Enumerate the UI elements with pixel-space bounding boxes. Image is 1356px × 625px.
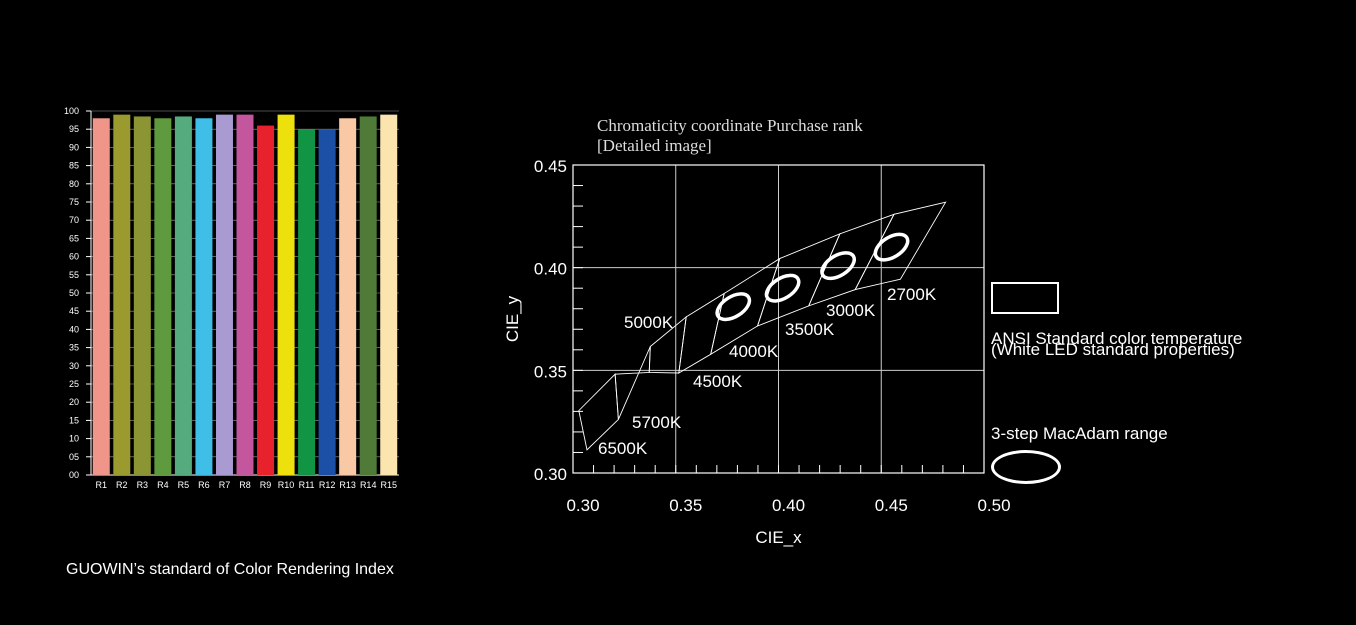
cri-xtick-label: R6 (198, 480, 210, 490)
macadam-legend-ellipse-icon (991, 450, 1061, 484)
cri-bar-r12 (318, 129, 336, 475)
cct-label-3000k: 3000K (826, 301, 876, 320)
macadam-ellipse (873, 232, 910, 262)
cie-x-axis-label: CIE_x (755, 528, 802, 547)
cri-xtick-label: R10 (278, 480, 295, 490)
cie-ytick-label: 0.35 (534, 362, 567, 381)
cct-label-6500k: 6500K (598, 439, 648, 458)
cri-bar-r13 (339, 118, 357, 475)
cie-xtick-label: 0.30 (566, 496, 599, 515)
ansi-quadrangle (614, 346, 651, 420)
cri-ytick-label: 35 (69, 343, 79, 353)
cri-ytick-label: 00 (69, 470, 79, 480)
cie-ytick-label: 0.45 (534, 157, 567, 176)
ansi-legend-line2: (White LED standard properties) (991, 340, 1235, 359)
cri-xtick-label: R14 (360, 480, 377, 490)
cri-bar-r2 (113, 114, 131, 475)
cri-ytick-label: 100 (64, 106, 79, 116)
ansi-legend-line1: ANSI Standard color temperature (991, 329, 1243, 348)
cri-xtick-label: R3 (137, 480, 149, 490)
cri-xtick-label: R4 (157, 480, 169, 490)
macadam-ellipse (764, 273, 801, 303)
cri-xtick-label: R12 (319, 480, 336, 490)
cri-ytick-label: 95 (69, 124, 79, 134)
macadam-ellipse (820, 251, 857, 281)
cri-ytick-label: 15 (69, 415, 79, 425)
cri-caption: GUOWIN’s standard of Color Rendering Ind… (66, 561, 394, 578)
cri-ytick-label: 80 (69, 179, 79, 189)
cri-ytick-label: 05 (69, 452, 79, 462)
cct-label-5000k: 5000K (624, 313, 674, 332)
ansi-quadrangle (678, 292, 725, 374)
cri-bar-r5 (174, 116, 192, 476)
cri-ytick-label: 90 (69, 142, 79, 152)
cri-bar-r14 (359, 116, 377, 476)
cri-ytick-label: 55 (69, 270, 79, 280)
cie-ytick-label: 0.40 (534, 260, 567, 279)
cie-title-line2: [Detailed image] (597, 136, 712, 155)
cri-bar-r4 (154, 118, 172, 475)
cie-title-line1: Chromaticity coordinate Purchase rank (597, 116, 863, 135)
cri-ytick-label: 65 (69, 233, 79, 243)
cct-label-3500k: 3500K (785, 320, 835, 339)
cri-bar-r9 (257, 125, 275, 475)
cie-xtick-label: 0.35 (669, 496, 702, 515)
cri-xtick-label: R1 (96, 480, 108, 490)
cri-ytick-label: 75 (69, 197, 79, 207)
cri-ytick-label: 50 (69, 288, 79, 298)
cri-xtick-label: R11 (299, 480, 315, 490)
cri-xtick-label: R5 (178, 480, 190, 490)
cri-ytick-label: 40 (69, 324, 79, 334)
cri-bar-r7 (215, 114, 233, 475)
cri-xtick-label: R8 (239, 480, 251, 490)
cri-ytick-label: 10 (69, 434, 79, 444)
cri-ytick-label: 85 (69, 161, 79, 171)
cri-bar-chart: 00 05 10 15 20 25 30 35 40 45 50 55 60 65 70 75 80 85 90 95… (64, 106, 399, 490)
cri-ytick-label: 25 (69, 379, 79, 389)
cie-xtick-label: 0.40 (772, 496, 805, 515)
ansi-legend-rect-icon (991, 282, 1059, 314)
cri-ytick-label: 60 (69, 252, 79, 262)
cri-bar-r10 (277, 114, 295, 475)
cri-xtick-label: R9 (260, 480, 272, 490)
cie-xtick-label: 0.50 (977, 496, 1010, 515)
cie-chart-title: Chromaticity coordinate Purchase rank [D… (597, 116, 863, 156)
cri-bar-r15 (380, 114, 398, 475)
cri-ytick-label: 20 (69, 397, 79, 407)
cri-bar-r1 (92, 118, 110, 475)
cie-ytick-label: 0.30 (534, 465, 567, 484)
cri-bar-r6 (195, 118, 213, 475)
cie-y-axis-label: CIE_y (503, 295, 522, 342)
cct-label-4500k: 4500K (693, 372, 743, 391)
cri-ytick-label: 30 (69, 361, 79, 371)
cct-label-4000k: 4000K (729, 342, 779, 361)
cct-label-2700k: 2700K (887, 285, 937, 304)
cri-bar-r3 (133, 116, 151, 476)
cri-xtick-label: R2 (116, 480, 128, 490)
cri-bar-r11 (298, 129, 316, 475)
cri-xtick-label: R7 (219, 480, 231, 490)
cie-xtick-label: 0.45 (875, 496, 908, 515)
cri-bar-r8 (236, 114, 254, 475)
cri-ytick-label: 45 (69, 306, 79, 316)
macadam-legend-label: 3-step MacAdam range (991, 424, 1168, 443)
cri-xtick-label: R15 (380, 480, 397, 490)
ansi-quadrangle (854, 201, 947, 291)
cct-label-5700k: 5700K (632, 413, 682, 432)
ansi-quadrangle-group (578, 201, 947, 451)
cri-xtick-label: R13 (339, 480, 356, 490)
cri-ytick-label: 70 (69, 215, 79, 225)
macadam-ellipse (715, 292, 752, 322)
